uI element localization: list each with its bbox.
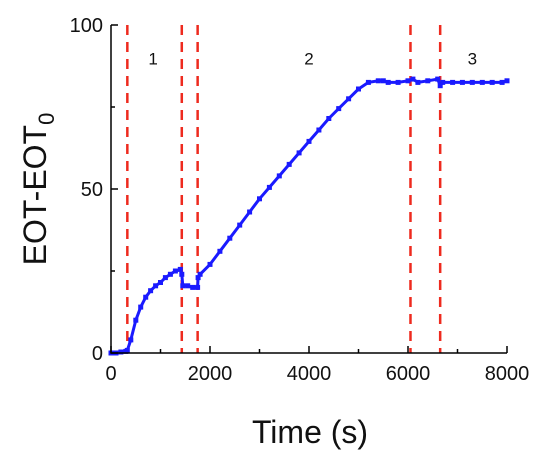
y-tick-label: 100 bbox=[70, 15, 103, 37]
data-point bbox=[306, 138, 312, 144]
data-point bbox=[133, 317, 139, 323]
plot-area: 1 2 3 bbox=[108, 25, 510, 356]
data-point bbox=[237, 222, 243, 228]
data-point bbox=[190, 284, 196, 290]
x-tick-label: 8000 bbox=[485, 363, 530, 385]
data-point bbox=[296, 150, 302, 156]
phase-label-3: 3 bbox=[468, 49, 477, 68]
data-point bbox=[459, 79, 465, 85]
data-point bbox=[197, 271, 203, 277]
series-line-1 bbox=[111, 77, 508, 355]
data-point bbox=[158, 280, 163, 285]
x-tick-label: 0 bbox=[105, 363, 116, 385]
data-point bbox=[207, 261, 213, 267]
data-point bbox=[227, 235, 233, 241]
data-point bbox=[336, 106, 342, 112]
data-point bbox=[138, 304, 144, 310]
data-point bbox=[499, 79, 505, 85]
data-point bbox=[316, 127, 322, 133]
data-point bbox=[435, 76, 441, 82]
data-point bbox=[124, 347, 130, 353]
data-point bbox=[143, 294, 149, 300]
phase-label-1: 1 bbox=[148, 49, 157, 68]
phase-label-2: 2 bbox=[304, 49, 313, 68]
data-point bbox=[286, 161, 292, 167]
x-tick-label: 2000 bbox=[188, 363, 233, 385]
data-point bbox=[415, 79, 421, 85]
data-point bbox=[257, 196, 262, 202]
y-tick-label: 0 bbox=[92, 343, 103, 365]
data-point bbox=[118, 349, 124, 355]
data-point bbox=[489, 79, 495, 85]
data-point bbox=[450, 79, 456, 85]
data-point bbox=[365, 79, 371, 85]
data-point bbox=[375, 78, 381, 84]
data-point bbox=[410, 76, 416, 82]
data-point bbox=[185, 283, 191, 289]
y-axis-title-main: EOT-EOT bbox=[17, 125, 53, 265]
data-point bbox=[148, 288, 154, 294]
data-point bbox=[437, 83, 443, 89]
data-point bbox=[405, 78, 411, 84]
data-point bbox=[180, 283, 186, 289]
data-point bbox=[504, 78, 510, 84]
axis-lines bbox=[110, 25, 507, 354]
data-point bbox=[195, 275, 201, 281]
data-point bbox=[469, 79, 475, 85]
data-point bbox=[162, 275, 168, 281]
data-point bbox=[167, 271, 173, 277]
y-axis-title: EOT-EOT0 bbox=[17, 113, 59, 266]
x-axis-title: Time (s) bbox=[252, 414, 368, 450]
data-point bbox=[356, 86, 361, 92]
data-point bbox=[153, 283, 159, 289]
data-point bbox=[440, 79, 446, 85]
data-point bbox=[479, 79, 485, 85]
data-point bbox=[380, 78, 386, 84]
data-point bbox=[172, 268, 178, 274]
data-point bbox=[425, 78, 431, 84]
data-point bbox=[385, 79, 391, 85]
data-point bbox=[217, 248, 223, 254]
data-point bbox=[179, 271, 185, 277]
data-point bbox=[326, 116, 332, 121]
data-point bbox=[247, 209, 253, 215]
y-tick-label: 50 bbox=[81, 179, 103, 201]
axes: 0 2000 4000 6000 8000 0 50 100 bbox=[70, 15, 530, 385]
x-tick-label: 6000 bbox=[386, 363, 431, 385]
data-point bbox=[395, 79, 401, 85]
data-point bbox=[346, 96, 352, 102]
x-tick-label: 4000 bbox=[287, 363, 332, 385]
data-point bbox=[177, 266, 183, 272]
data-point bbox=[276, 173, 282, 179]
data-point bbox=[195, 284, 201, 290]
y-axis-title-subscript: 0 bbox=[34, 113, 59, 125]
data-point bbox=[128, 337, 134, 343]
data-point bbox=[266, 184, 272, 190]
